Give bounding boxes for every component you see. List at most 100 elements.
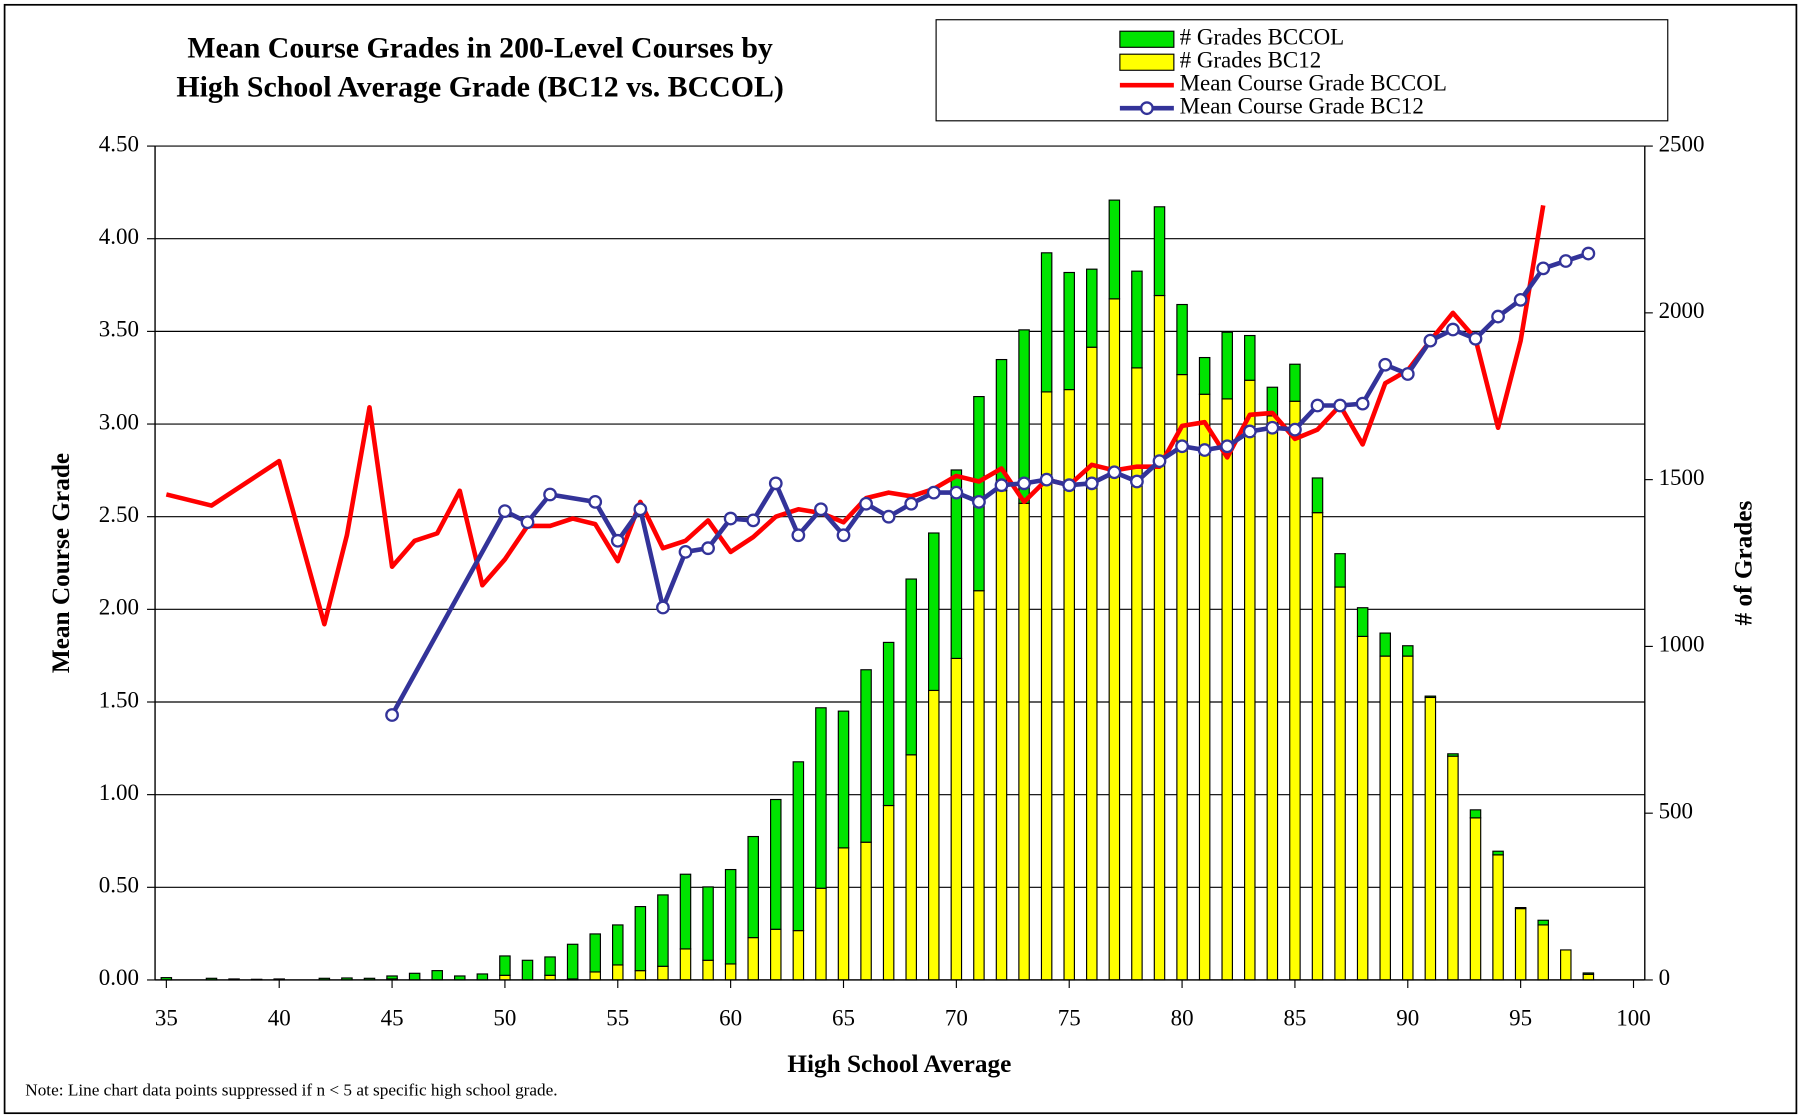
legend-swatch <box>1119 30 1175 48</box>
bar <box>1514 908 1527 981</box>
bar <box>928 532 940 692</box>
plot-area <box>155 146 1645 980</box>
bar <box>1244 334 1256 381</box>
line-marker <box>498 504 512 519</box>
y-tick-label: 4.50 <box>99 131 139 156</box>
bar <box>1537 919 1549 926</box>
bar <box>544 974 556 981</box>
x-tick-label: 80 <box>1171 1005 1194 1030</box>
line-marker <box>678 545 693 559</box>
line <box>165 204 1546 627</box>
bar <box>1447 753 1459 757</box>
bar <box>973 396 985 592</box>
bar <box>950 657 963 981</box>
bar <box>657 965 669 981</box>
y2-tick-label: 2500 <box>1659 131 1705 156</box>
bar <box>702 886 714 961</box>
line-marker <box>881 509 896 524</box>
y-tick-label: 2.00 <box>99 595 139 620</box>
line-marker <box>859 496 873 511</box>
bar <box>1582 973 1595 981</box>
line-marker <box>746 513 761 528</box>
bar <box>499 955 511 976</box>
legend-label: # Grades BCCOL <box>1180 25 1345 50</box>
bar <box>1131 270 1143 369</box>
bar <box>589 971 601 981</box>
line-marker <box>1288 422 1302 437</box>
bar <box>995 490 1008 981</box>
line-marker <box>1423 333 1438 348</box>
x-tick-label: 60 <box>719 1005 742 1030</box>
bar <box>1514 907 1527 910</box>
x-tick-label: 65 <box>832 1005 855 1030</box>
bar <box>905 754 917 981</box>
line-marker <box>1107 465 1122 480</box>
x-tick-label: 90 <box>1396 1005 1419 1030</box>
line-marker <box>1378 357 1393 372</box>
x-tick-label: 35 <box>155 1005 178 1030</box>
footnote: Note: Line chart data points suppressed … <box>25 1080 557 1099</box>
bar <box>431 970 443 981</box>
chart-title: High School Average Grade (BC12 vs. BCCO… <box>176 71 783 104</box>
bar <box>1221 331 1233 400</box>
bar <box>1086 268 1098 348</box>
bar <box>1311 512 1324 981</box>
bar <box>521 959 534 981</box>
line-marker <box>1039 472 1054 487</box>
y-tick-label: 3.00 <box>99 409 139 434</box>
bar <box>837 847 850 981</box>
bar <box>634 906 647 972</box>
bar <box>679 948 692 981</box>
line-marker <box>949 485 964 500</box>
bar <box>724 963 737 981</box>
line-marker <box>656 600 670 615</box>
bar <box>882 641 895 807</box>
bar <box>1289 363 1301 402</box>
bar <box>837 710 850 849</box>
bar <box>1402 655 1414 981</box>
line-marker <box>994 478 1009 493</box>
bar <box>1379 655 1391 981</box>
y-tick-label: 4.00 <box>99 224 139 249</box>
x-tick-label: 55 <box>606 1005 629 1030</box>
legend-label: Mean Course Grade BCCOL <box>1180 70 1447 95</box>
bar <box>1447 755 1459 981</box>
bar <box>476 973 489 981</box>
bar <box>815 887 827 981</box>
line-marker <box>1130 474 1144 489</box>
chart-title: Mean Course Grades in 200-Level Courses … <box>187 32 773 65</box>
bar <box>1086 346 1098 981</box>
x-tick-label: 85 <box>1283 1005 1306 1030</box>
line-marker <box>385 708 399 722</box>
bar <box>1492 854 1504 981</box>
bar <box>815 707 827 889</box>
y-tick-label: 0.50 <box>99 873 139 898</box>
bar <box>770 798 782 930</box>
y2-tick-label: 2000 <box>1659 298 1705 323</box>
bar <box>566 943 579 980</box>
bar <box>928 689 940 981</box>
bar <box>1356 635 1369 981</box>
bar <box>1221 398 1233 981</box>
bar <box>973 590 985 981</box>
line-marker <box>1581 246 1596 261</box>
bar <box>1153 294 1166 981</box>
x-tick-label: 100 <box>1616 1005 1650 1030</box>
bar <box>1198 356 1211 395</box>
bar <box>747 835 759 939</box>
x-tick-label: 95 <box>1509 1005 1532 1030</box>
y2-tick-label: 1500 <box>1659 465 1705 490</box>
line-marker <box>1513 292 1528 307</box>
line-marker <box>610 533 625 548</box>
bar <box>702 959 714 981</box>
bar <box>1379 632 1391 657</box>
x-tick-label: 70 <box>945 1005 968 1030</box>
bar <box>1153 206 1166 297</box>
bar <box>1311 477 1324 514</box>
line-marker <box>814 502 828 517</box>
line-marker <box>1197 443 1212 457</box>
bar <box>634 970 647 981</box>
line-marker <box>633 502 648 517</box>
x-tick-label: 40 <box>268 1005 291 1030</box>
bar <box>657 894 669 967</box>
